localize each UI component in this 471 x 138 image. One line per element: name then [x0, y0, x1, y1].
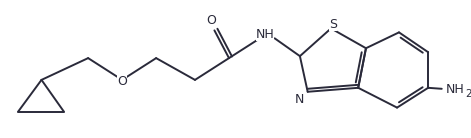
Text: N: N	[295, 93, 305, 106]
Text: S: S	[329, 18, 337, 31]
Text: O: O	[117, 75, 127, 88]
Text: O: O	[207, 14, 217, 27]
Text: NH: NH	[446, 83, 464, 96]
Text: NH: NH	[256, 28, 274, 41]
Text: 2: 2	[465, 89, 471, 99]
